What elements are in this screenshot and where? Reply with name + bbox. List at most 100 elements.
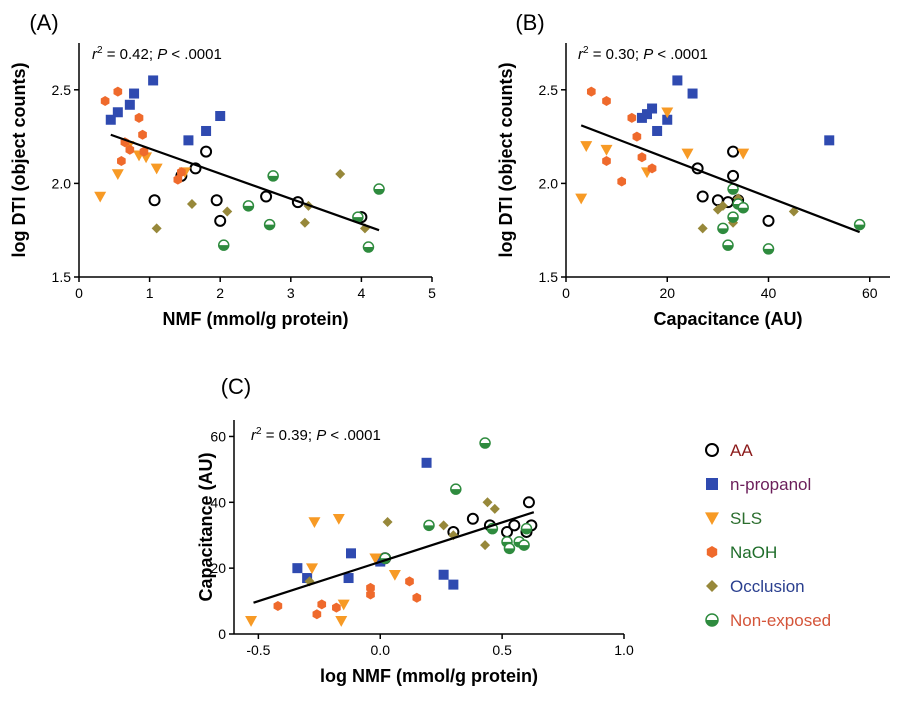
non-exposed-point bbox=[450, 483, 462, 495]
non-exposed-point-fill bbox=[218, 245, 229, 251]
n-propanol-point bbox=[292, 563, 303, 574]
legend-label-naoh: NaOH bbox=[730, 543, 777, 562]
sls-point bbox=[681, 148, 694, 160]
naoh-point bbox=[173, 174, 183, 185]
sls-point bbox=[245, 616, 258, 627]
naoh-point bbox=[366, 582, 375, 593]
n-propanol-point bbox=[129, 88, 140, 99]
x-tick-label: 20 bbox=[659, 285, 675, 301]
naoh-point bbox=[125, 144, 135, 155]
naoh-point bbox=[273, 601, 283, 612]
non-exposed-point-fill bbox=[424, 525, 434, 531]
x-tick-label: 2 bbox=[216, 285, 224, 301]
x-tick-label: 4 bbox=[358, 285, 366, 301]
aa-point bbox=[210, 194, 223, 207]
naoh-point bbox=[177, 167, 186, 178]
y-tick-label: 1.5 bbox=[539, 269, 559, 285]
stat-r2-value: = 0.39; bbox=[262, 427, 317, 444]
n-propanol-point bbox=[448, 579, 459, 590]
stat-p-value: < .0001 bbox=[326, 427, 381, 444]
occlusion-point bbox=[222, 206, 233, 217]
x-tick-label: -0.5 bbox=[246, 642, 270, 658]
non-exposed-point-fill bbox=[728, 189, 739, 195]
occlusion-point bbox=[489, 503, 500, 514]
sls-point bbox=[332, 513, 345, 525]
stat-p-value: < .0001 bbox=[167, 46, 222, 63]
n-propanol-point bbox=[642, 109, 652, 120]
non-exposed-point-fill bbox=[504, 548, 515, 554]
legend-label-occlusion: Occlusion bbox=[730, 577, 805, 596]
occlusion-point bbox=[335, 169, 346, 180]
x-axis-title: log NMF (mmol/g protein) bbox=[320, 666, 538, 686]
sls-point bbox=[580, 141, 593, 152]
non-exposed-point-fill bbox=[521, 528, 532, 534]
aa-point bbox=[727, 145, 740, 158]
panel-letter: (B) bbox=[515, 10, 544, 35]
non-exposed-point bbox=[762, 243, 775, 255]
legend-label-n-propanol: n-propanol bbox=[730, 475, 811, 494]
n-propanol-point bbox=[687, 88, 698, 99]
non-exposed-point bbox=[853, 218, 866, 231]
sls-point bbox=[737, 148, 750, 160]
stat-sup: 2 bbox=[256, 426, 262, 437]
non-exposed-point-fill bbox=[717, 228, 728, 234]
non-exposed-point-fill bbox=[706, 620, 718, 626]
sls-point bbox=[575, 193, 588, 205]
sls-point bbox=[388, 569, 401, 581]
non-exposed-point-fill bbox=[374, 189, 385, 195]
occlusion-point bbox=[186, 198, 197, 209]
non-exposed-point bbox=[717, 222, 729, 235]
regression-line bbox=[580, 124, 861, 234]
sls-point bbox=[306, 563, 318, 575]
n-propanol-point bbox=[421, 457, 432, 468]
stat-r: r bbox=[251, 427, 257, 444]
naoh-point bbox=[139, 146, 149, 157]
naoh-point bbox=[412, 592, 422, 603]
occlusion-point bbox=[706, 580, 718, 592]
sls-point bbox=[150, 163, 163, 175]
stat-r2-value: = 0.42; bbox=[103, 46, 158, 63]
naoh-point bbox=[134, 112, 144, 123]
y-tick-label: 1.5 bbox=[52, 269, 72, 285]
n-propanol-point bbox=[201, 125, 212, 136]
stat-r2-value: = 0.30; bbox=[589, 46, 644, 63]
x-tick-label: 40 bbox=[761, 285, 777, 301]
regression-line bbox=[110, 133, 380, 232]
non-exposed-point bbox=[373, 183, 385, 195]
occlusion-point bbox=[482, 497, 493, 508]
y-tick-label: 2.0 bbox=[539, 175, 559, 191]
non-exposed-point bbox=[722, 239, 734, 251]
n-propanol-point bbox=[105, 114, 116, 125]
regression-line bbox=[253, 511, 535, 604]
non-exposed-point-fill bbox=[450, 489, 461, 495]
naoh-point bbox=[706, 546, 718, 558]
occlusion-point bbox=[438, 520, 449, 531]
sls-point bbox=[335, 616, 348, 627]
naoh-point bbox=[602, 96, 611, 107]
naoh-point bbox=[312, 609, 322, 620]
n-propanol-point bbox=[124, 99, 135, 110]
legend-label-aa: AA bbox=[730, 441, 753, 460]
y-axis-title: log DTI (object counts) bbox=[9, 63, 29, 258]
sls-point bbox=[661, 107, 674, 119]
y-tick-label: 20 bbox=[210, 560, 226, 576]
stat-sup: 2 bbox=[583, 45, 589, 56]
non-exposed-point-fill bbox=[243, 205, 254, 211]
sls-point bbox=[308, 517, 321, 529]
x-tick-label: 5 bbox=[428, 285, 436, 301]
naoh-point bbox=[138, 129, 147, 140]
n-propanol-point bbox=[112, 107, 123, 118]
aa-point bbox=[727, 169, 740, 182]
panel-c: (C) -0.5 0.0 0.5 1.0 0 20 40 60 log NMF (mmol/g p… bbox=[196, 374, 634, 686]
sls-point bbox=[705, 512, 719, 525]
n-propanol-point bbox=[662, 114, 673, 125]
n-propanol-point bbox=[346, 548, 356, 559]
n-propanol-point bbox=[652, 125, 663, 136]
non-exposed-point bbox=[479, 437, 491, 449]
x-tick-label: 0.0 bbox=[371, 642, 391, 658]
sls-point bbox=[369, 553, 382, 565]
x-tick-label: 0 bbox=[75, 285, 83, 301]
naoh-point bbox=[332, 602, 341, 613]
non-exposed-point-fill bbox=[854, 224, 865, 230]
